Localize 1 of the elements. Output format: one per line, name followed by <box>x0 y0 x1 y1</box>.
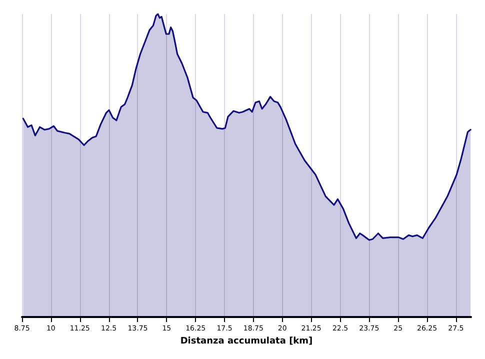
x-axis-title: Distanza accumulata [km] <box>180 336 313 346</box>
